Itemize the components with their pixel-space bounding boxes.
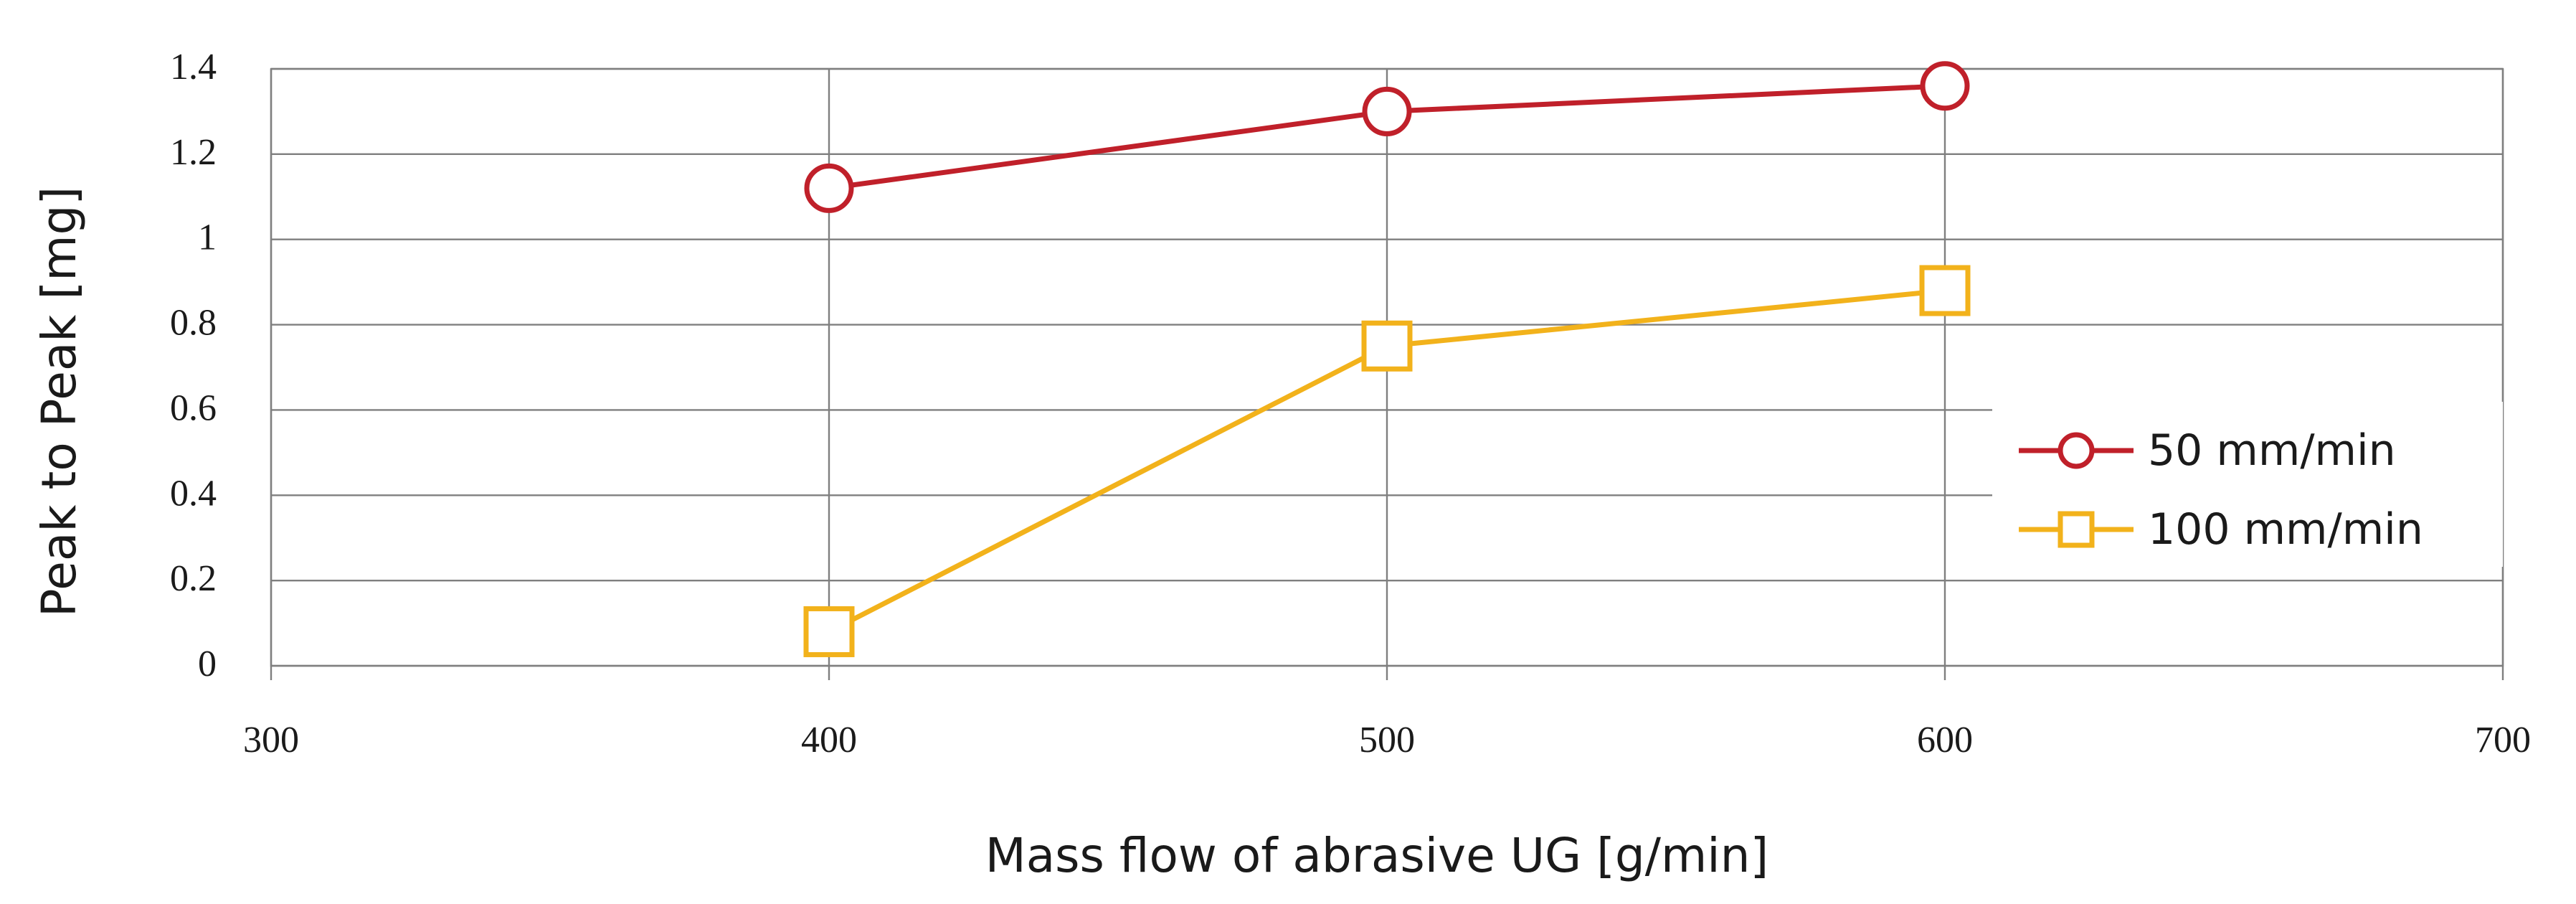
legend-label: 50 mm/min: [2148, 425, 2396, 476]
data-point-square: [803, 606, 855, 657]
y-tick-label: 0.2: [170, 558, 217, 599]
x-axis-ticks: 300 400 500 600 700: [243, 720, 2531, 761]
y-tick-label: 0.4: [170, 473, 217, 514]
x-tick-label: 400: [801, 720, 857, 761]
y-axis-title: Peak to Peak [mg]: [32, 187, 87, 617]
data-point-circle: [804, 163, 854, 213]
data-point-square: [1361, 320, 1413, 372]
plot-area-frame: [270, 67, 2504, 667]
y-tick-label: 0: [198, 644, 217, 684]
legend-label: 100 mm/min: [2148, 504, 2423, 555]
y-axis-ticks: 0 0.2 0.4 0.6 0.8 1 1.2 1.4: [170, 47, 217, 684]
legend: 50 mm/min 100 mm/min: [1992, 402, 2503, 567]
y-tick-label: 0.8: [170, 303, 217, 344]
y-tick-label: 1: [198, 217, 217, 258]
x-tick-label: 500: [1359, 720, 1415, 761]
series-group: [803, 61, 1971, 657]
grid: [270, 67, 2504, 680]
y-tick-label: 0.6: [170, 387, 217, 428]
x-tick-label: 300: [243, 720, 299, 761]
legend-marker-circle: [2058, 432, 2095, 469]
y-tick-label: 1.2: [170, 132, 217, 173]
legend-marker-square: [2058, 511, 2095, 548]
x-axis-title: Mass flow of abrasive UG [g/min]: [985, 828, 1768, 883]
data-point-circle: [1362, 86, 1412, 136]
y-tick-label: 1.4: [170, 47, 217, 88]
data-point-circle: [1920, 61, 1970, 111]
x-tick-label: 600: [1917, 720, 1973, 761]
x-tick-label: 700: [2475, 720, 2531, 761]
data-point-square: [1919, 265, 1971, 316]
